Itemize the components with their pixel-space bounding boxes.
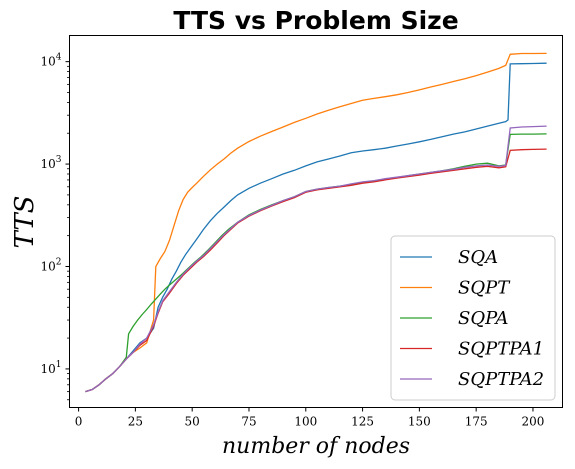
series-line-sqpt <box>85 52 547 393</box>
x-tick-label: 25 <box>128 415 143 429</box>
x-tick-label: 125 <box>351 415 374 429</box>
y-axis: 101 102 103 104 <box>40 53 70 401</box>
x-tick-label: 0 <box>75 415 83 429</box>
y-axis-label: TTS <box>10 196 40 249</box>
x-axis: 0 25 50 75 100 125 150 175 200 <box>75 407 545 429</box>
series-line-sqptpa2 <box>85 125 547 393</box>
x-tick-label: 75 <box>241 415 256 429</box>
x-tick-label: 50 <box>185 415 200 429</box>
y-tick-label: 103 <box>40 155 61 171</box>
x-tick-label: 150 <box>408 415 431 429</box>
legend-label-sqpa: SQPA <box>458 308 509 329</box>
legend-label-sqa: SQA <box>458 247 498 268</box>
y-tick-label: 102 <box>40 257 61 273</box>
legend-label-sqptpa2: SQPTPA2 <box>458 369 544 390</box>
y-tick-label: 101 <box>40 360 61 376</box>
y-tick-label: 104 <box>40 53 61 69</box>
x-tick-label: 175 <box>465 415 488 429</box>
legend: SQA SQPT SQPA SQPTPA1 SQPTPA2 <box>390 235 556 401</box>
chart-title: TTS vs Problem Size <box>173 6 458 35</box>
plot-area <box>85 52 547 393</box>
legend-label-sqptpa1: SQPTPA1 <box>458 339 544 360</box>
legend-label-sqpt: SQPT <box>458 278 511 299</box>
x-axis-label: number of nodes <box>222 434 410 459</box>
x-tick-label: 100 <box>294 415 317 429</box>
plot-frame <box>69 35 563 408</box>
legend-box <box>390 235 556 401</box>
x-tick-label: 200 <box>522 415 545 429</box>
